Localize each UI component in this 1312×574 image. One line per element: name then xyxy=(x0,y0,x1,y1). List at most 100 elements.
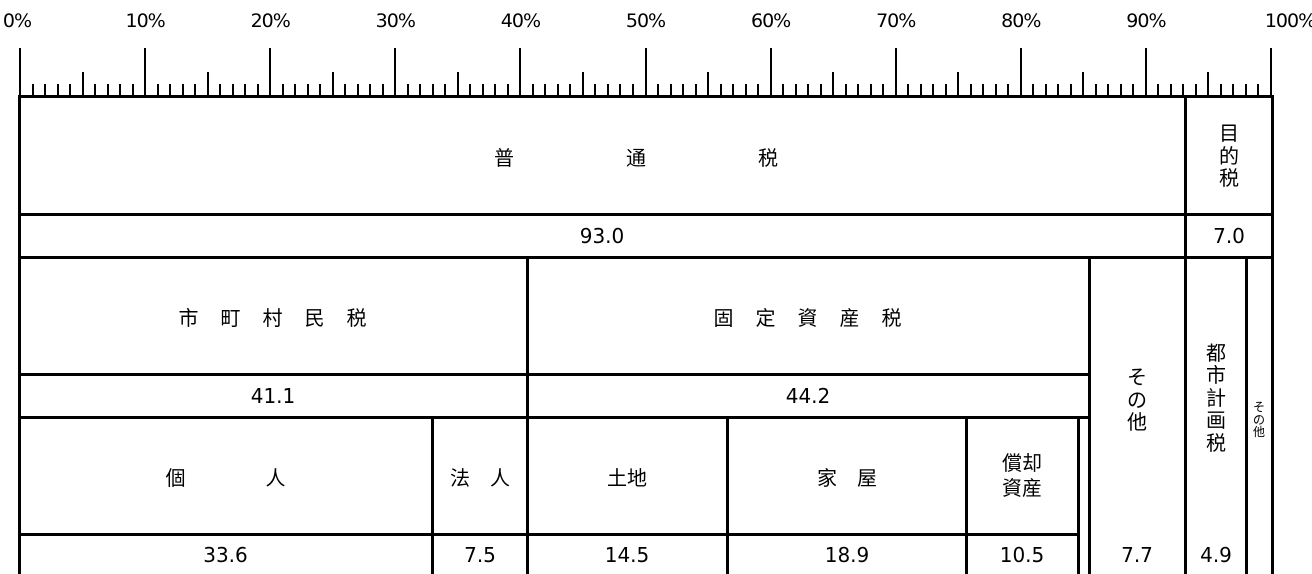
grid-line xyxy=(18,95,21,574)
axis-tick-label: 0% xyxy=(2,10,32,32)
cell-city-planning-tax-label: 都市計画税 xyxy=(1187,318,1245,478)
ruler-tick xyxy=(907,84,910,96)
ruler-tick xyxy=(181,84,184,96)
ruler-tick xyxy=(144,48,147,96)
cell-other-general-label: その他 xyxy=(1091,340,1183,460)
ruler-tick xyxy=(219,84,222,96)
ruler-tick xyxy=(294,84,297,96)
ruler-tick xyxy=(957,72,960,96)
ruler-tick xyxy=(1169,84,1172,96)
ruler-tick xyxy=(1119,84,1122,96)
cell-other-purpose-label: その他 xyxy=(1248,380,1270,460)
ruler-tick xyxy=(169,84,172,96)
grid-line xyxy=(1271,95,1274,574)
ruler-tick xyxy=(431,84,434,96)
ruler-tick xyxy=(744,84,747,96)
ruler-tick xyxy=(19,48,21,96)
grid-line xyxy=(18,95,1274,98)
ruler-tick xyxy=(394,48,397,96)
ruler-tick xyxy=(594,84,597,96)
ruler-tick xyxy=(1182,84,1185,96)
grid-line xyxy=(431,416,434,574)
cell-corporate-label: 法 人 xyxy=(450,465,510,490)
cell-municipal-tax-label: 市 町 村 民 税 xyxy=(178,305,368,330)
ruler-tick xyxy=(456,72,459,96)
ruler-tick xyxy=(732,84,735,96)
ruler-tick xyxy=(569,84,572,96)
ruler-tick xyxy=(444,84,447,96)
cell-house-label: 家 屋 xyxy=(817,465,877,490)
ruler-tick xyxy=(281,84,284,96)
ruler-tick xyxy=(1032,84,1035,96)
ruler-tick xyxy=(1270,48,1272,96)
axis-tick-label: 100% xyxy=(1264,10,1312,32)
axis-tick-label: 10% xyxy=(125,10,165,32)
ruler-tick xyxy=(519,48,522,96)
grid-line xyxy=(1184,95,1187,574)
ruler-tick xyxy=(406,84,409,96)
axis-tick-label: 50% xyxy=(625,10,666,32)
axis-tick-label: 20% xyxy=(250,10,291,32)
ruler-tick xyxy=(131,84,134,96)
cell-municipal-tax-value: 41.1 xyxy=(250,384,296,408)
ruler-tick xyxy=(869,84,872,96)
ruler-tick xyxy=(81,72,84,96)
axis-tick-label: 70% xyxy=(876,10,916,32)
ruler-tick xyxy=(544,84,547,96)
ruler-tick xyxy=(1094,84,1097,96)
ruler-tick xyxy=(919,84,922,96)
ruler-tick xyxy=(244,84,247,96)
ruler-tick xyxy=(657,84,659,96)
ruler-tick xyxy=(306,84,309,96)
ruler-tick xyxy=(194,84,197,96)
cell-city-planning-tax-value: 4.9 xyxy=(1200,543,1232,567)
ruler-tick xyxy=(1207,72,1210,96)
cell-depreciable-asset-label: 償却 資産 xyxy=(1002,451,1042,500)
ruler-tick xyxy=(669,84,672,96)
ruler-tick xyxy=(644,48,647,96)
ruler-tick xyxy=(319,84,322,96)
axis-tick-label: 90% xyxy=(1126,10,1166,32)
ruler-tick xyxy=(606,84,609,96)
city-planning-tax-vertical: 都市計画税 xyxy=(1206,341,1226,455)
ruler-tick xyxy=(1007,84,1010,96)
ruler-tick xyxy=(944,84,947,96)
ruler-tick xyxy=(994,84,997,96)
ruler-tick xyxy=(882,84,885,96)
ruler-tick xyxy=(1019,48,1022,96)
ruler-tick xyxy=(31,84,34,96)
ruler-tick xyxy=(757,84,760,96)
cell-general-tax-label: 普 通 税 xyxy=(494,145,780,170)
ruler-tick xyxy=(119,84,122,96)
ruler-tick xyxy=(619,84,622,96)
ruler-tick xyxy=(969,84,972,96)
ruler-tick xyxy=(894,48,897,96)
ruler-tick xyxy=(381,84,384,96)
grid-line xyxy=(1088,256,1091,574)
ruler-tick xyxy=(707,72,710,96)
cell-fixed-asset-tax-value: 44.2 xyxy=(785,384,831,408)
ruler-tick xyxy=(1107,84,1110,96)
ruler-tick xyxy=(844,84,847,96)
ruler-tick xyxy=(506,84,509,96)
ruler-tick xyxy=(1244,84,1247,96)
ruler-tick xyxy=(331,72,334,96)
axis-tick-label: 80% xyxy=(1001,10,1041,32)
ruler-tick xyxy=(631,84,634,96)
ruler-tick xyxy=(1132,84,1135,96)
ruler-tick xyxy=(1144,48,1147,96)
cell-land-value: 14.5 xyxy=(604,543,650,567)
ruler-tick xyxy=(581,72,584,96)
axis-tick-label: 30% xyxy=(375,10,416,32)
grid-line xyxy=(18,213,1274,216)
other-purpose-vertical: その他 xyxy=(1252,400,1265,440)
ruler-tick xyxy=(819,84,822,96)
cell-general-tax-value: 93.0 xyxy=(579,224,625,248)
grid-line xyxy=(18,373,1090,376)
ruler-tick xyxy=(494,84,497,96)
grid-line xyxy=(18,416,1090,419)
cell-other-general-value: 7.7 xyxy=(1121,543,1153,567)
ruler-tick xyxy=(682,84,685,96)
ruler-tick xyxy=(94,84,97,96)
